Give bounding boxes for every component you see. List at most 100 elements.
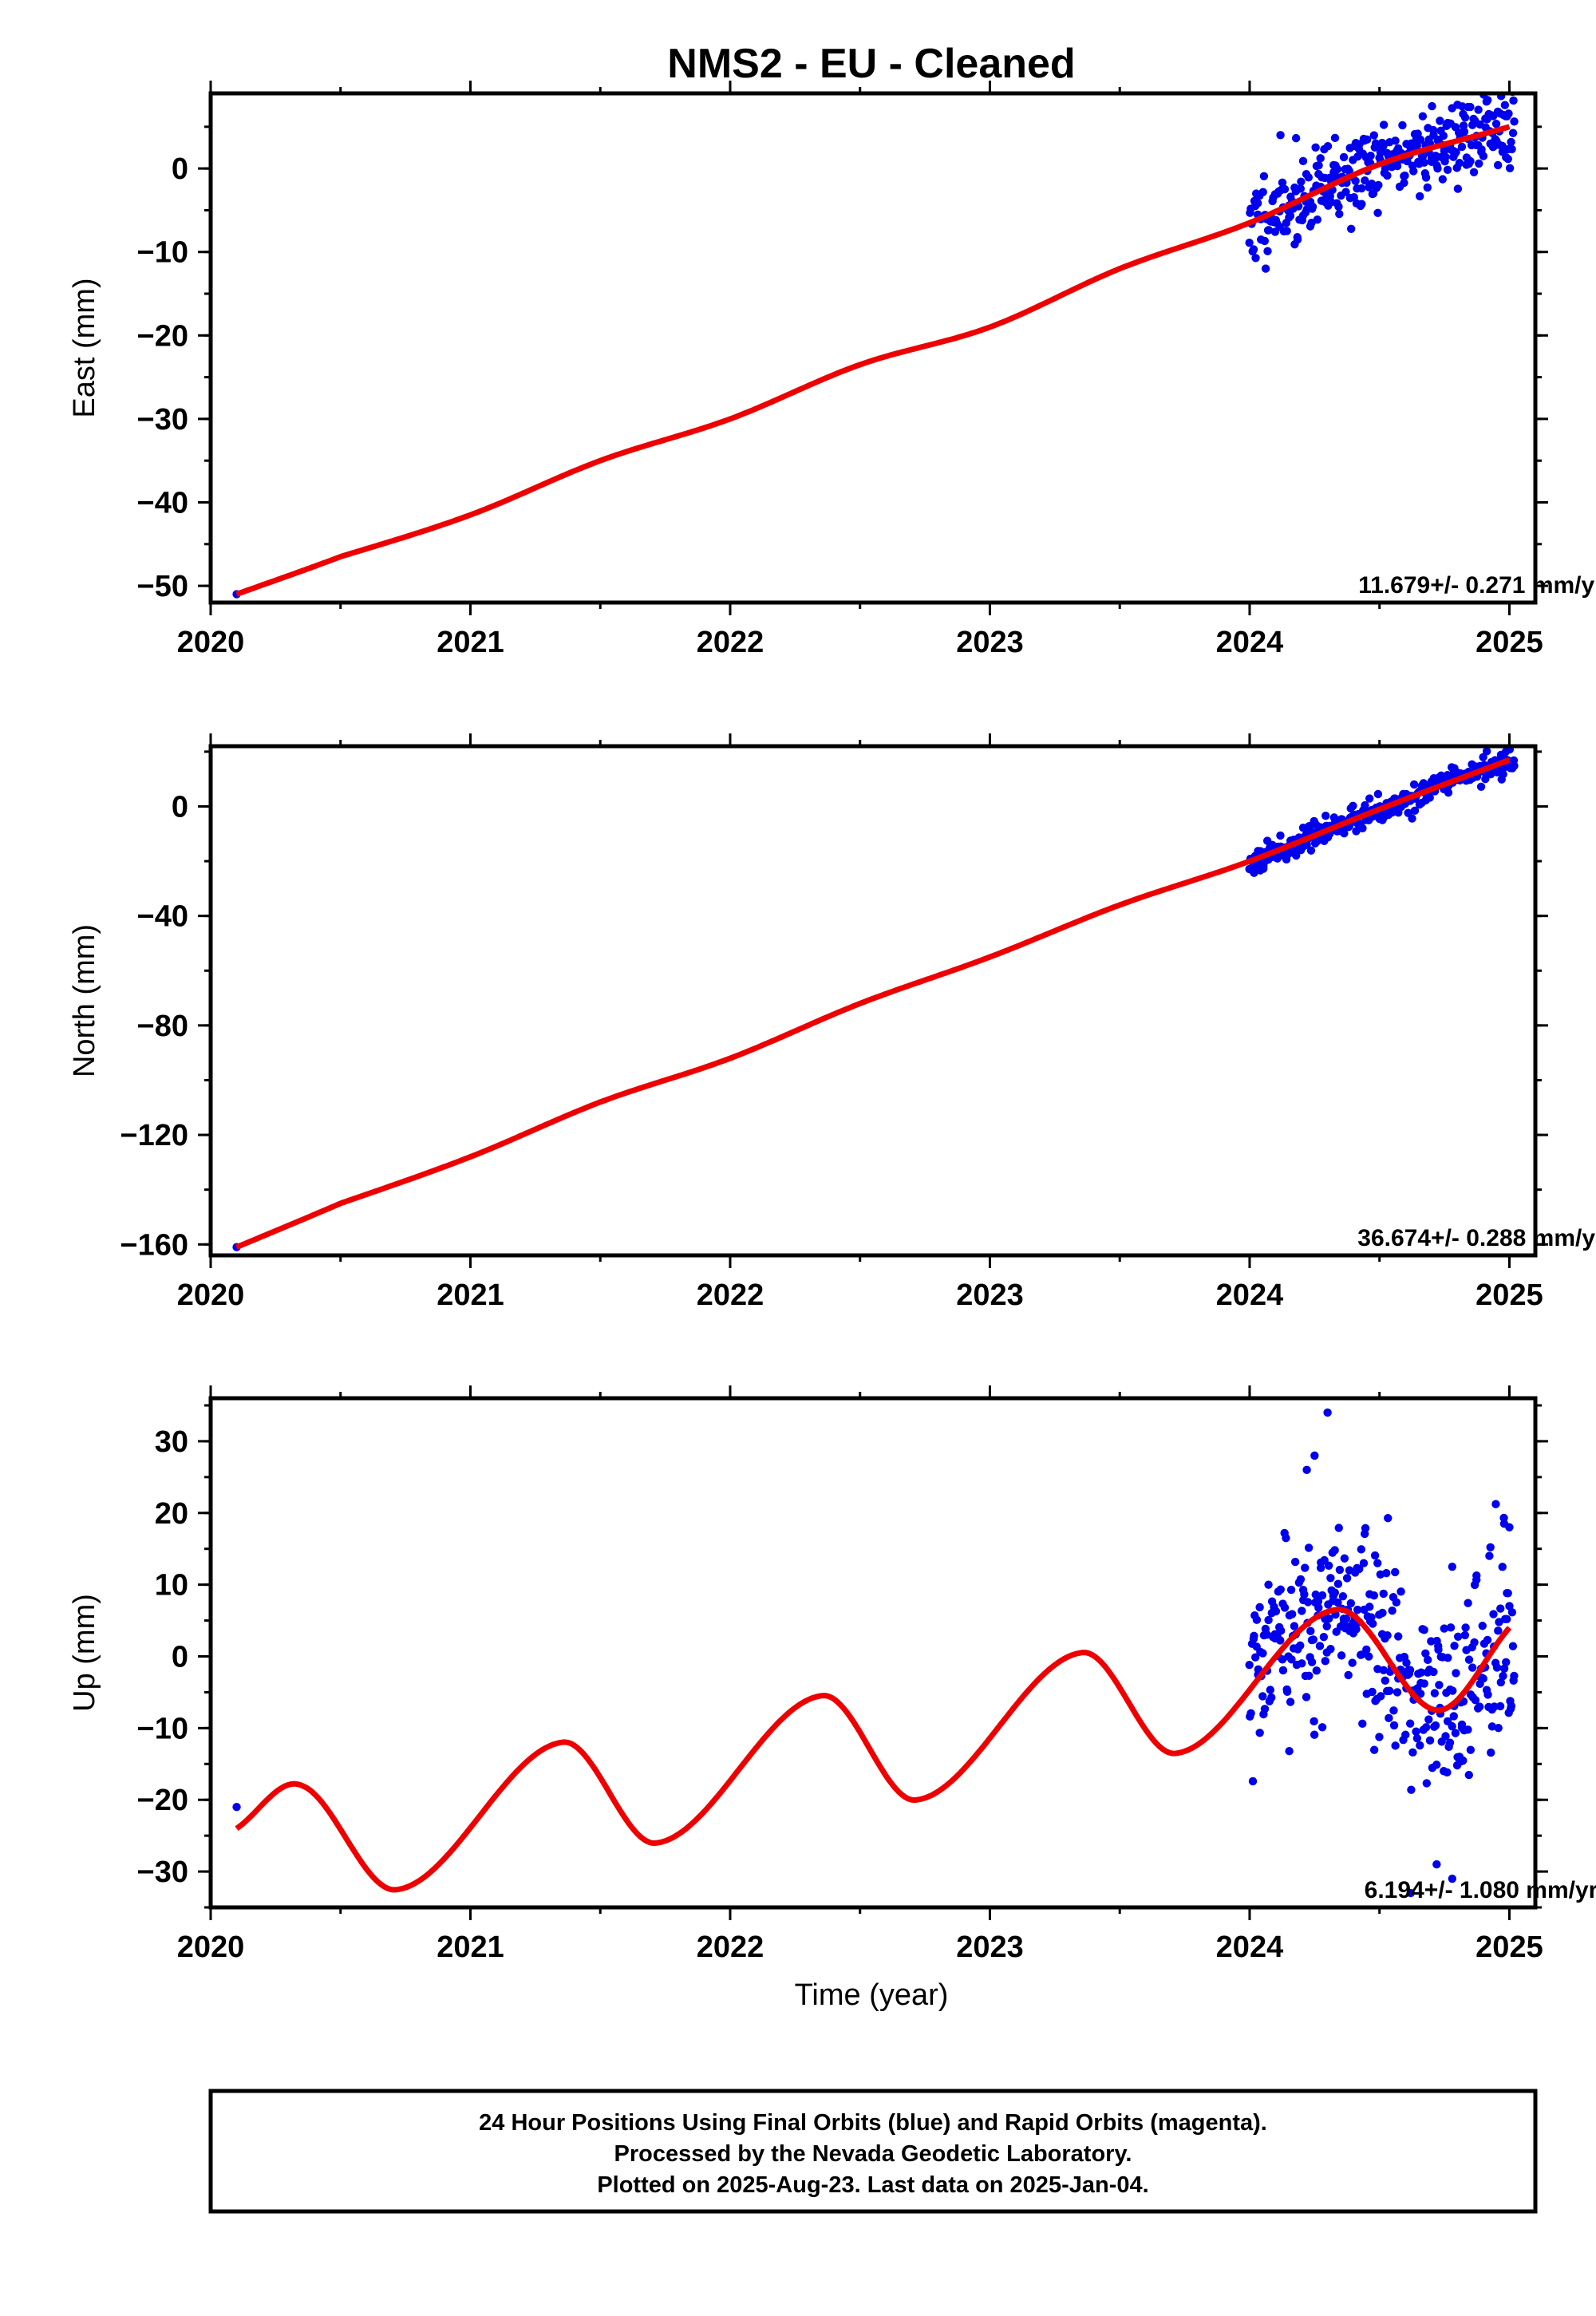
east-data-point — [1251, 254, 1260, 263]
up-data-point — [1494, 1723, 1503, 1733]
north-xtick-label: 2025 — [1476, 1279, 1543, 1312]
up-data-point — [1392, 1598, 1401, 1607]
up-data-point — [1298, 1659, 1306, 1668]
up-data-point — [1475, 1702, 1484, 1711]
up-data-point — [1276, 1626, 1286, 1635]
east-data-point — [1264, 226, 1274, 235]
up-data-point — [1464, 1725, 1472, 1734]
up-data-point — [1325, 1614, 1333, 1623]
east-data-point — [1363, 135, 1372, 144]
up-data-point — [1440, 1624, 1448, 1633]
up-data-point — [1420, 1626, 1428, 1634]
east-xtick-label: 2022 — [697, 626, 764, 659]
east-data-point — [1361, 176, 1369, 185]
east-data-point — [1466, 102, 1475, 112]
up-data-point — [1358, 1719, 1367, 1729]
east-data-point — [1420, 158, 1428, 167]
up-data-point — [1502, 1614, 1511, 1624]
up-data-point — [1301, 1563, 1310, 1572]
north-data-point — [1425, 793, 1434, 802]
north-data-point — [1365, 794, 1374, 803]
up-data-point — [1448, 1686, 1457, 1695]
east-data-point — [1452, 148, 1460, 156]
up-data-point — [1496, 1678, 1506, 1687]
up-data-point — [1468, 1663, 1477, 1672]
east-data-point — [1286, 211, 1295, 220]
up-data-point — [1423, 1655, 1432, 1665]
up-data-point — [1391, 1567, 1400, 1577]
up-data-point — [1267, 1693, 1276, 1702]
up-data-point — [1365, 1603, 1374, 1611]
up-data-point — [1383, 1631, 1392, 1640]
up-data-point — [1314, 1603, 1323, 1612]
north-data-point — [1349, 801, 1357, 810]
north-data-point — [1510, 761, 1519, 770]
up-data-point — [232, 1802, 241, 1812]
east-data-points — [232, 93, 1519, 599]
up-data-point — [1485, 1551, 1494, 1560]
up-data-point — [1290, 1557, 1300, 1567]
east-data-point — [1314, 160, 1323, 170]
up-data-point — [1258, 1692, 1267, 1701]
up-data-point — [1285, 1746, 1294, 1756]
up-data-point — [1317, 1723, 1327, 1732]
up-data-point — [1499, 1664, 1509, 1673]
north-data-point — [1276, 831, 1285, 840]
up-data-point — [1305, 1671, 1314, 1680]
east-data-point — [1503, 154, 1512, 164]
up-ytick-label: 30 — [155, 1425, 188, 1459]
up-data-point — [1368, 1687, 1377, 1697]
up-data-point — [1276, 1585, 1285, 1594]
east-ytick-label: −40 — [137, 486, 188, 520]
east-data-point — [1334, 202, 1343, 211]
up-data-point — [1483, 1635, 1492, 1645]
up-data-point — [1435, 1681, 1444, 1690]
east-ytick-label: −20 — [137, 319, 188, 353]
up-ytick-label: 10 — [155, 1569, 188, 1603]
up-data-point — [1246, 1709, 1255, 1718]
up-data-point — [1464, 1655, 1474, 1664]
up-data-point — [1405, 1666, 1415, 1674]
up-data-point — [1443, 1768, 1452, 1777]
up-data-point — [1431, 1721, 1440, 1730]
up-data-point — [1317, 1591, 1327, 1600]
up-data-point — [1510, 1671, 1519, 1681]
up-data-point — [1421, 1649, 1430, 1658]
up-data-point — [1490, 1702, 1499, 1711]
up-data-point — [1340, 1554, 1349, 1563]
up-data-point — [1333, 1579, 1343, 1588]
up-data-point — [1346, 1599, 1356, 1608]
up-data-point — [1341, 1614, 1351, 1623]
up-data-point — [1310, 1717, 1318, 1726]
north-data-point — [1499, 769, 1507, 779]
up-data-point — [1402, 1658, 1411, 1667]
east-data-point — [1505, 164, 1515, 172]
up-data-point — [1393, 1632, 1403, 1641]
up-data-point — [1296, 1575, 1306, 1584]
north-ytick-label: −40 — [137, 900, 188, 934]
north-xtick-label: 2023 — [956, 1279, 1024, 1312]
up-data-point — [1264, 1615, 1273, 1625]
up-data-point — [1385, 1713, 1393, 1723]
up-data-point — [1416, 1668, 1426, 1677]
up-data-point — [1505, 1523, 1514, 1531]
east-data-point — [1261, 264, 1270, 273]
up-data-point — [1393, 1688, 1402, 1697]
east-data-point — [1316, 154, 1325, 163]
east-data-point — [1507, 144, 1516, 154]
north-ytick-label: −80 — [137, 1010, 188, 1043]
up-ytick-label: 20 — [155, 1497, 188, 1531]
up-data-point — [1487, 1748, 1495, 1757]
up-data-point — [1266, 1686, 1274, 1694]
east-xtick-label: 2020 — [177, 626, 245, 659]
east-data-point — [1500, 101, 1510, 109]
up-data-point — [1280, 1603, 1290, 1612]
up-data-point — [1492, 1663, 1502, 1672]
east-data-point — [1398, 121, 1407, 130]
north-data-point — [1409, 780, 1419, 789]
up-xtick-label: 2020 — [177, 1931, 245, 1964]
east-data-point — [1409, 167, 1418, 176]
up-data-point — [1445, 1738, 1455, 1747]
north-data-point — [1444, 788, 1453, 797]
north-data-point — [1410, 806, 1420, 816]
